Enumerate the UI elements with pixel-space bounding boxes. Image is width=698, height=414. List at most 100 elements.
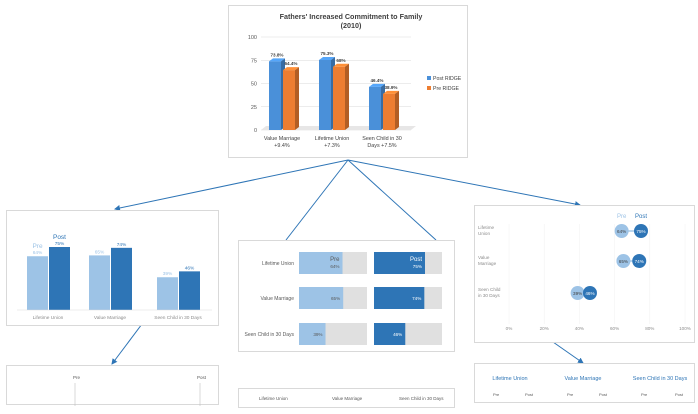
br-header-3: Seen Child in 30 Days: [633, 376, 688, 382]
br-sub-1: Pre: [493, 392, 500, 397]
y-tick-label: 25: [251, 105, 257, 111]
bottom-left-panel: Pre Post: [6, 365, 219, 406]
data-label: 74%: [412, 296, 421, 301]
simple-bar-panel: Pre 64% Post 75% Lifetime Union 65% 74% Value M…: [6, 210, 219, 326]
bar-top: [283, 67, 299, 71]
data-label: 74%: [635, 259, 644, 264]
row-label: Value Marriage: [260, 296, 294, 302]
legend-swatch: [427, 86, 431, 90]
row-label: Union: [478, 231, 490, 236]
bar-top: [383, 90, 399, 94]
bar-top: [319, 56, 335, 60]
row-label: Seen Child: [478, 287, 501, 292]
row-label: Lifetime: [478, 225, 495, 230]
row-label: in 30 Days: [478, 293, 500, 298]
bm-label-1: Lifetime Union: [259, 396, 288, 401]
x-tick-label: Days +7.5%: [367, 143, 396, 149]
dot-plot-panel: 0% 20% 40% 60% 80% 100% Pre Post Lifetime Union 64…: [474, 205, 695, 343]
legend-label: Pre RIDGE: [433, 86, 459, 92]
x-tick-label: 0%: [506, 326, 513, 331]
bar-fill: [299, 287, 344, 309]
original-chart-panel: Fathers' Increased Commitment to Family …: [228, 5, 468, 158]
original-chart: Fathers' Increased Commitment to Family …: [248, 12, 462, 149]
arrow-to-bottom-right: [552, 341, 584, 364]
dot: [616, 254, 631, 268]
x-tick-label: +9.4%: [274, 143, 290, 149]
arrow-to-progress-panel-right: [347, 159, 437, 241]
br-sub-6: Post: [675, 392, 684, 397]
x-tick-label: 100%: [679, 326, 691, 331]
data-label: 65%: [331, 296, 340, 301]
data-label: 65%: [619, 259, 628, 264]
br-sub-4: Post: [599, 392, 608, 397]
bar-front: [269, 61, 281, 131]
bl-post-label: Post: [197, 375, 207, 380]
series-label: Post: [410, 257, 422, 263]
bottom-middle-panel: Lifetime Union Value Marriage Seen Child…: [238, 388, 455, 408]
y-tick-label: 100: [248, 35, 257, 41]
bl-pre-label: Pre: [73, 375, 81, 380]
bar: [27, 256, 48, 310]
arrow-to-bar-panel: [114, 159, 349, 211]
series-label: Pre: [32, 243, 43, 250]
arrow-to-progress-panel: [285, 159, 349, 241]
bar-front: [283, 70, 295, 130]
row-label: Marriage: [478, 261, 497, 266]
bar-fill: [374, 252, 425, 274]
data-label: 46%: [185, 265, 195, 271]
data-label: 64.4%: [284, 61, 297, 66]
bar-fill: [374, 287, 425, 309]
x-tick-label: Seen Child in 30: [362, 136, 402, 142]
data-label: 65%: [95, 249, 105, 255]
bar-front: [383, 93, 395, 130]
legend-swatch: [427, 76, 431, 80]
bar-front: [333, 66, 345, 130]
series-label: Post: [635, 214, 647, 220]
dot: [582, 286, 597, 300]
data-label: 75%: [55, 241, 65, 247]
y-tick-label: 50: [251, 82, 257, 88]
br-header-2: Value Marriage: [565, 376, 602, 382]
data-label: 38.9%: [384, 85, 397, 90]
bar: [111, 247, 132, 310]
bar-fill: [299, 252, 343, 274]
data-label: 74%: [117, 242, 127, 248]
bar: [157, 277, 178, 310]
series-label: Pre: [617, 214, 627, 220]
row-label: Seen Child in 30 Days: [245, 332, 295, 338]
data-label: 64%: [33, 250, 43, 256]
arrow-to-bottom-left: [111, 319, 146, 365]
bar-side: [295, 67, 299, 130]
y-tick-label: 0: [254, 128, 257, 134]
data-label: 39%: [163, 271, 173, 277]
series-label: Post: [53, 234, 66, 241]
chart-title: Fathers' Increased Commitment to Family: [280, 12, 423, 21]
series-label: Pre: [330, 257, 340, 263]
x-tick-label: 80%: [645, 326, 654, 331]
data-label: 64%: [330, 264, 339, 269]
data-label: 64%: [617, 229, 626, 234]
bar-side: [395, 90, 399, 130]
x-tick-label: Seen Child in 30 Days: [154, 315, 202, 321]
row-label: Value: [478, 255, 490, 260]
data-label: 75%: [636, 229, 645, 234]
br-header-1: Lifetime Union: [492, 376, 527, 382]
data-label: 75%: [413, 264, 422, 269]
bar-fill: [299, 323, 326, 345]
data-label: 39%: [573, 291, 582, 296]
bar: [179, 271, 200, 310]
bm-label-3: Seen Child in 30 Days: [399, 396, 444, 401]
br-sub-5: Pre: [641, 392, 648, 397]
data-label: 46%: [585, 291, 594, 296]
x-tick-label: +7.3%: [324, 143, 340, 149]
bar-fill: [374, 323, 406, 345]
connector-arrows: [111, 159, 584, 365]
legend-label: Post RIDGE: [433, 76, 462, 82]
data-label: 73.8%: [270, 52, 283, 57]
x-tick-label: Lifetime Union: [33, 315, 64, 321]
bar-top: [369, 83, 385, 87]
x-tick-label: 40%: [575, 326, 584, 331]
